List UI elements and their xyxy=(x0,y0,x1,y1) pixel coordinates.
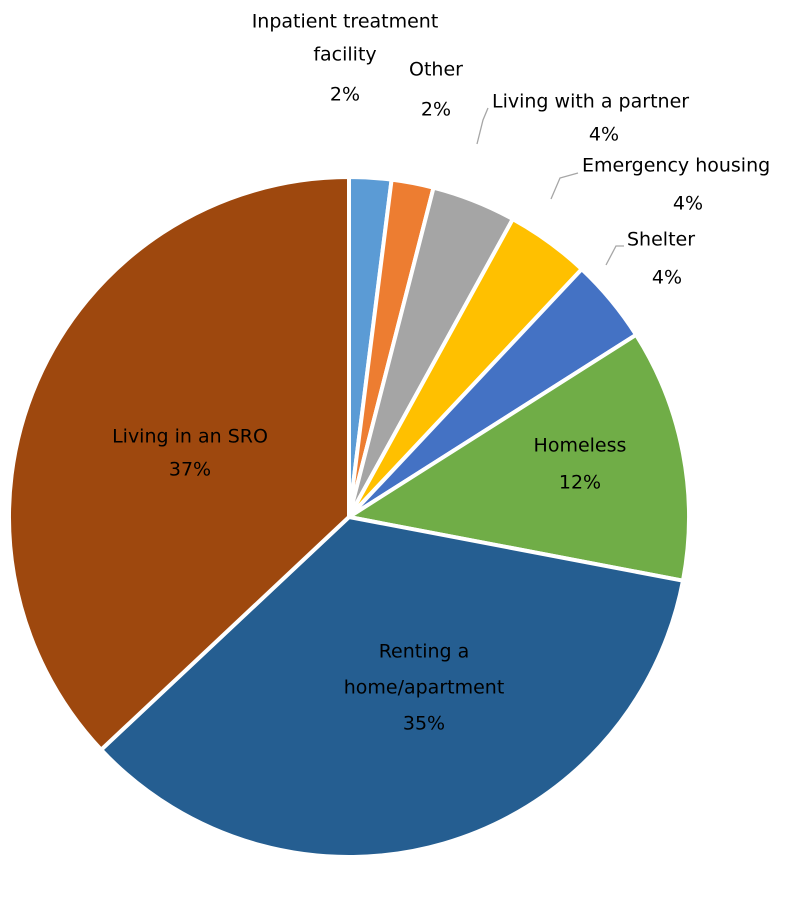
pie-slice-homeless xyxy=(347,332,691,583)
pie-slices xyxy=(7,175,691,859)
slice-percent-label: 4% xyxy=(673,193,703,215)
slice-percent-label: 12% xyxy=(559,472,601,494)
slice-labels: Inpatient treatment facility 2% Other 2% Livi… xyxy=(112,11,770,735)
slice-percent-label: 2% xyxy=(421,99,451,121)
leader-line xyxy=(550,172,579,200)
slice-label: home/apartment xyxy=(344,677,505,699)
slice-label: Living with a partner xyxy=(492,91,689,113)
slice-percent-label: 35% xyxy=(403,713,445,735)
pie-slice-living-in-an-sro xyxy=(7,175,351,752)
slice-percent-label: 4% xyxy=(589,124,619,146)
slice-label: Inpatient treatment xyxy=(252,11,439,33)
leader-line xyxy=(476,107,489,145)
slice-label: Homeless xyxy=(534,435,627,457)
pie-slice-renting-a-home-apartment xyxy=(99,515,685,859)
slice-label: Renting a xyxy=(379,641,470,663)
slice-label: facility xyxy=(313,44,376,66)
slice-label: Emergency housing xyxy=(582,155,770,177)
slice-percent-label: 4% xyxy=(652,267,682,289)
leader-lines xyxy=(476,107,624,266)
slice-label: Shelter xyxy=(627,229,695,251)
leader-line xyxy=(605,245,624,266)
slice-percent-label: 2% xyxy=(330,84,360,106)
slice-label: Other xyxy=(409,59,463,81)
slice-label: Living in an SRO xyxy=(112,426,268,448)
slice-percent-label: 37% xyxy=(169,459,211,481)
